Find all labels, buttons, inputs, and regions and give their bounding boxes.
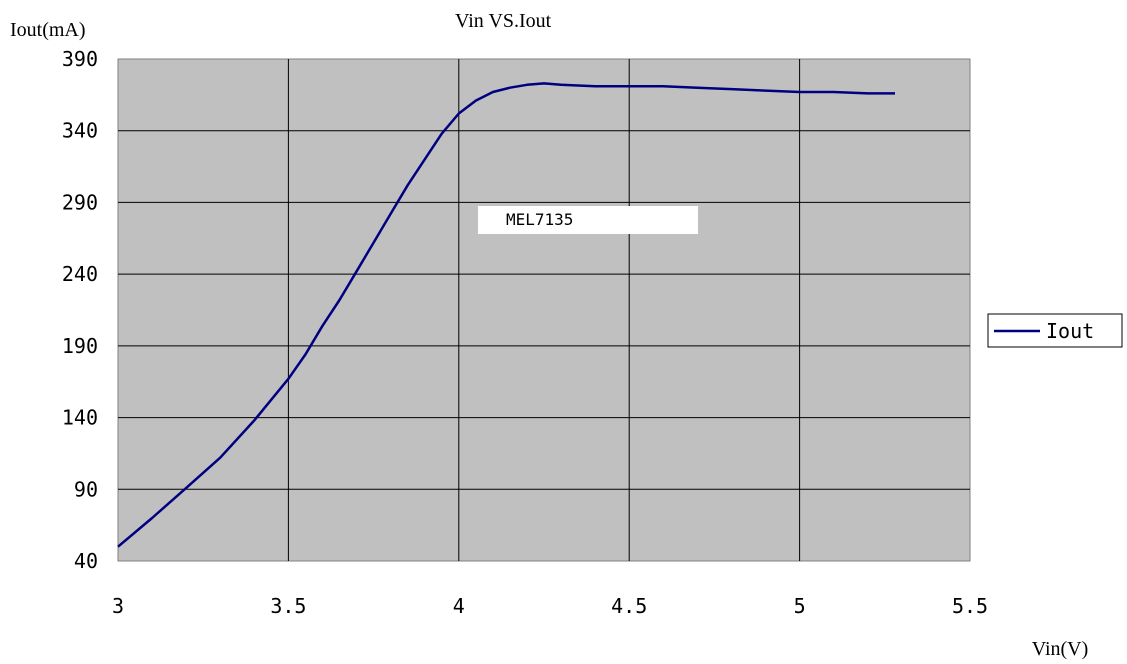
x-tick-label: 5 xyxy=(794,594,806,618)
annotation-box xyxy=(478,206,698,234)
y-axis-label: Iout(mA) xyxy=(10,19,86,41)
x-axis-label: Vin(V) xyxy=(1032,638,1089,660)
y-tick-label: 290 xyxy=(62,190,98,214)
x-tick-labels: 3 3.5 4 4.5 5 5.5 xyxy=(112,594,988,618)
series-line-iout xyxy=(117,82,895,548)
x-tick-label: 5.5 xyxy=(952,594,988,618)
chart-title: Vin VS.Iout xyxy=(455,10,552,32)
annotation-label: MEL7135 xyxy=(506,210,573,229)
y-tick-label: 340 xyxy=(62,119,98,143)
x-tick-label: 4 xyxy=(453,594,465,618)
y-tick-label: 190 xyxy=(62,334,98,358)
y-tick-label: 140 xyxy=(62,406,98,430)
y-tick-labels: 390 340 290 240 190 140 90 40 xyxy=(62,47,98,573)
y-tick-label: 40 xyxy=(74,549,98,573)
grid xyxy=(118,59,970,561)
plot-area xyxy=(117,58,971,562)
x-tick-label: 4.5 xyxy=(611,594,647,618)
x-tick-label: 3 xyxy=(112,594,124,618)
y-tick-label: 390 xyxy=(62,47,98,71)
x-tick-label: 3.5 xyxy=(270,594,306,618)
y-tick-label: 90 xyxy=(74,477,98,501)
y-tick-label: 240 xyxy=(62,262,98,286)
legend-label-iout: Iout xyxy=(1046,319,1094,343)
